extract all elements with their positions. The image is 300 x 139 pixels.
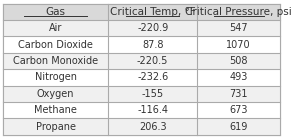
Text: Gas: Gas — [46, 7, 65, 17]
Text: 508: 508 — [230, 56, 248, 66]
Text: 547: 547 — [230, 23, 248, 33]
Text: -232.6: -232.6 — [137, 72, 168, 82]
Bar — [3, 53, 280, 69]
Text: -220.9: -220.9 — [137, 23, 168, 33]
Bar — [3, 69, 280, 86]
Bar — [3, 20, 280, 36]
Text: 619: 619 — [230, 122, 248, 132]
Text: 493: 493 — [230, 72, 248, 82]
Text: 731: 731 — [230, 89, 248, 99]
Text: Critical Pressure, psi: Critical Pressure, psi — [185, 7, 292, 17]
Text: Air: Air — [49, 23, 62, 33]
Text: Oxygen: Oxygen — [37, 89, 74, 99]
Text: 673: 673 — [230, 105, 248, 115]
Text: 206.3: 206.3 — [139, 122, 166, 132]
Text: Critical Temp, °F: Critical Temp, °F — [110, 7, 196, 17]
Text: Methane: Methane — [34, 105, 77, 115]
Text: -220.5: -220.5 — [137, 56, 168, 66]
Bar — [3, 118, 280, 135]
Text: Nitrogen: Nitrogen — [34, 72, 76, 82]
Text: -116.4: -116.4 — [137, 105, 168, 115]
Text: Carbon Dioxide: Carbon Dioxide — [18, 39, 93, 49]
Text: Carbon Monoxide: Carbon Monoxide — [13, 56, 98, 66]
Bar — [3, 102, 280, 118]
Text: Propane: Propane — [35, 122, 76, 132]
Bar — [3, 86, 280, 102]
Text: 87.8: 87.8 — [142, 39, 164, 49]
Text: 1070: 1070 — [226, 39, 251, 49]
Bar — [3, 4, 280, 20]
Text: -155: -155 — [142, 89, 164, 99]
Bar — [3, 36, 280, 53]
